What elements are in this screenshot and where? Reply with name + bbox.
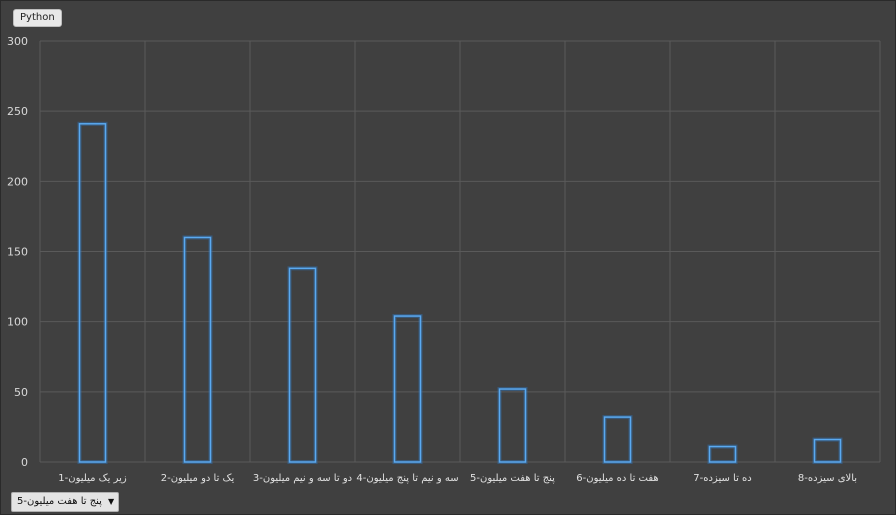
chevron-down-icon: ▼ <box>107 497 115 506</box>
python-tag[interactable]: Python <box>13 9 62 27</box>
y-tick-label: 150 <box>7 246 28 259</box>
bar-glow <box>707 444 738 464</box>
x-category-label: 8-بالای سیزده <box>798 473 857 484</box>
y-tick-label: 250 <box>7 105 28 118</box>
bar-glow <box>497 387 528 465</box>
bar <box>708 445 737 463</box>
chart-grid <box>39 40 881 463</box>
bars <box>77 121 843 465</box>
bar-glow <box>77 121 108 465</box>
x-category-label: 4-سه و نیم تا پنج میلیون <box>356 473 458 484</box>
dropdown-selected-value: 5-پنج تا هفت میلیون <box>17 496 102 507</box>
y-tick-label: 0 <box>21 456 28 469</box>
bar-glow <box>182 235 213 464</box>
y-tick-label: 200 <box>7 175 28 188</box>
x-category-label: 1-زیر یک میلیون <box>58 473 127 484</box>
x-category-label: 7-ده تا سیزده <box>693 473 751 484</box>
x-category-label: 5-پنج تا هفت میلیون <box>470 473 555 484</box>
y-tick-label: 100 <box>7 316 28 329</box>
bar-glow <box>812 437 843 464</box>
y-axis: 0 50 100 150 200 250 300 <box>7 35 28 469</box>
x-category-label: 3-دو تا سه و نیم میلیون <box>253 473 352 484</box>
x-category-label: 2-یک تا دو میلیون <box>161 473 235 484</box>
bar-glow <box>392 314 423 465</box>
bar-glow <box>287 266 318 464</box>
bar-chart: 0 50 100 150 200 250 300 1-زیر یک میلیون 2-یک ت… <box>7 35 881 484</box>
x-axis: 1-زیر یک میلیون 2-یک تا دو میلیون 3-دو تا … <box>58 473 857 484</box>
x-category-label: 6-هفت تا ده میلیون <box>576 473 658 484</box>
bar <box>813 438 842 463</box>
bar <box>393 315 422 463</box>
bar <box>183 236 212 463</box>
y-tick-label: 50 <box>14 386 28 399</box>
bar <box>78 123 107 463</box>
bar <box>603 416 632 463</box>
bar-glow <box>602 415 633 464</box>
bar <box>288 267 317 463</box>
bar <box>498 388 527 463</box>
category-filter-dropdown[interactable]: 5-پنج تا هفت میلیون ▼ <box>11 492 120 512</box>
y-tick-label: 300 <box>7 35 28 48</box>
